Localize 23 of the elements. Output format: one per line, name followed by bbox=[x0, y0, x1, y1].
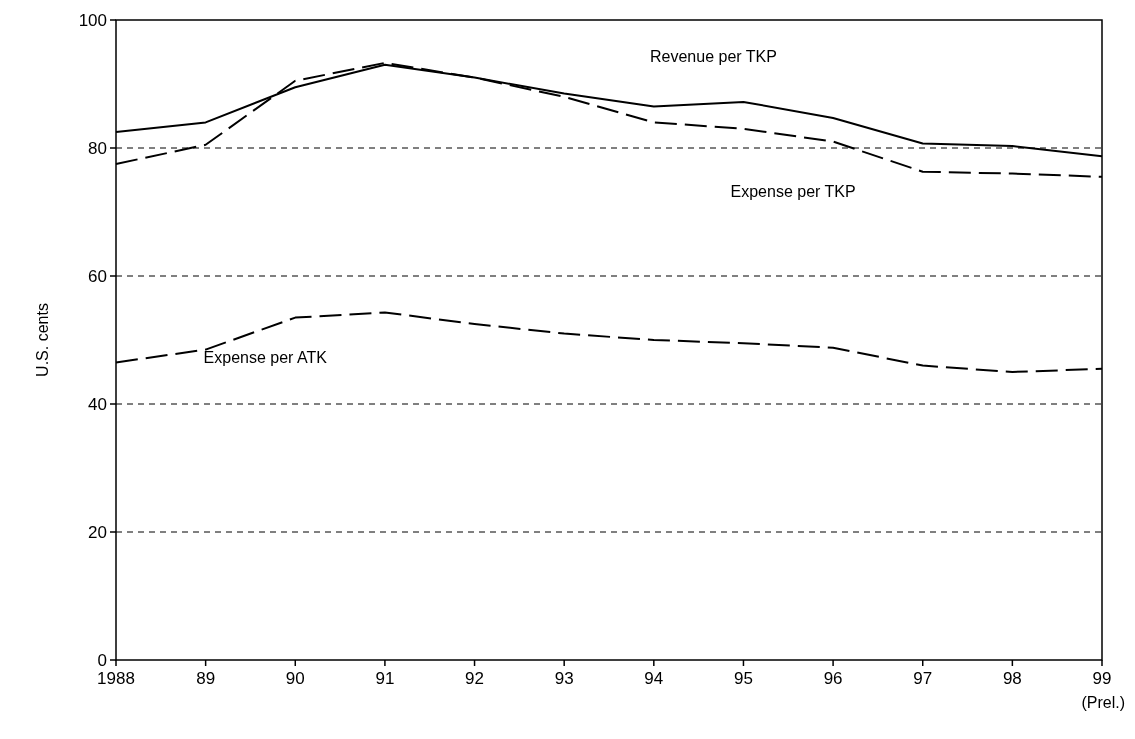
series-label: Expense per ATK bbox=[203, 348, 328, 366]
y-axis-title: U.S. cents bbox=[34, 303, 51, 377]
x-tick-label: 96 bbox=[823, 669, 843, 688]
y-tick-label: 100 bbox=[78, 10, 107, 30]
x-tick-label: 98 bbox=[1002, 669, 1022, 688]
y-tick-label: 20 bbox=[88, 522, 107, 542]
text: (Prel.) bbox=[1081, 694, 1125, 711]
x-tick-label: 95 bbox=[733, 669, 753, 688]
x-tick-label: 1988 bbox=[97, 669, 135, 688]
y-tick-label: 80 bbox=[88, 138, 107, 158]
x-tick-label: 91 bbox=[375, 669, 395, 688]
x-tick-label: 92 bbox=[465, 669, 485, 688]
y-tick-label: 0 bbox=[97, 650, 107, 670]
y-tick-label: 40 bbox=[88, 394, 107, 414]
series-label: Expense per TKP bbox=[730, 182, 856, 200]
text: Revenue per TKP bbox=[650, 47, 777, 65]
x-tick-label: 97 bbox=[913, 669, 933, 688]
x-tick-label: 94 bbox=[644, 669, 664, 688]
y-tick-label: 60 bbox=[88, 266, 107, 286]
x-tick-label: 89 bbox=[196, 669, 216, 688]
x-tick-label: 90 bbox=[285, 669, 305, 688]
x-tick-label: 93 bbox=[554, 669, 574, 688]
x-tick-label: 99 bbox=[1092, 669, 1112, 688]
